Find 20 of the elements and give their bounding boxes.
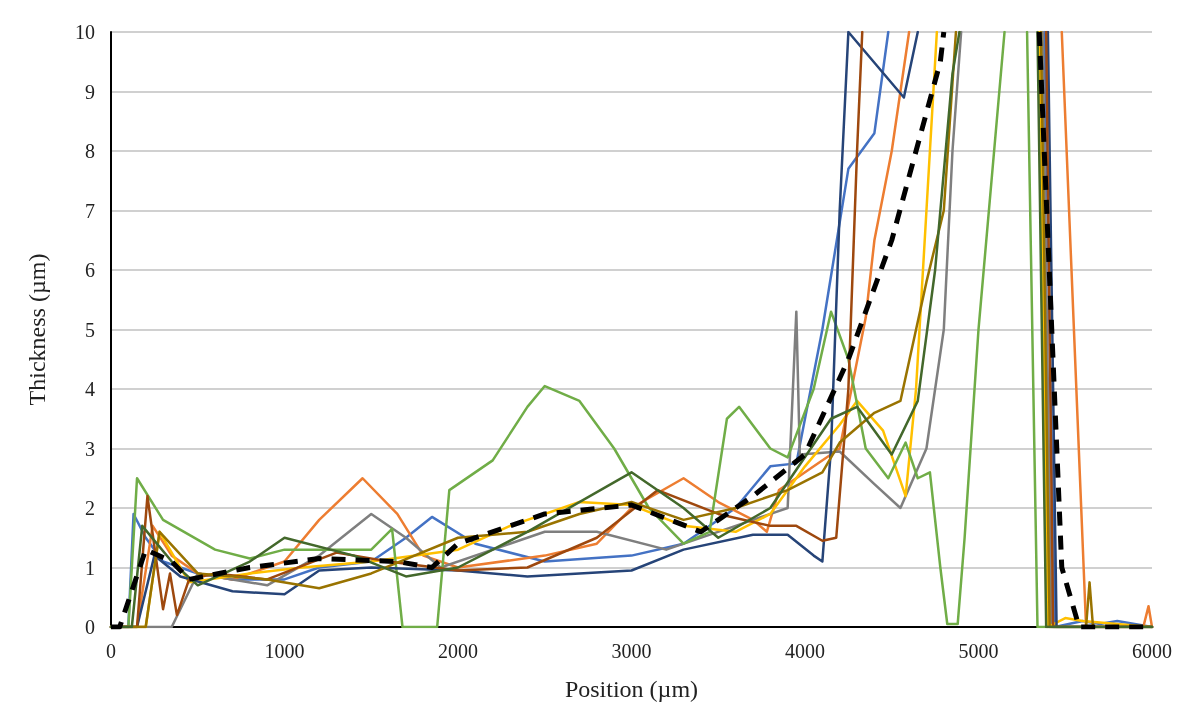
y-tick-label: 10 (75, 21, 95, 43)
y-tick-label: 5 (85, 318, 95, 341)
y-tick-label: 4 (85, 378, 95, 400)
y-tick-label: 9 (85, 80, 95, 103)
x-axis-title: Position (µm) (564, 676, 699, 702)
y-tick-label: 6 (85, 259, 95, 281)
x-tick-label: 2000 (438, 640, 478, 662)
x-tick-label: 1000 (264, 640, 305, 662)
x-tick-label: 5000 (958, 640, 999, 662)
y-tick-label: 8 (85, 140, 95, 162)
y-tick-label: 2 (85, 497, 95, 519)
y-tick-label: 1 (85, 556, 95, 579)
y-tick-label: 3 (85, 437, 95, 460)
y-tick-label: 7 (85, 199, 95, 222)
y-axis-title: Thickness (µm) (24, 253, 50, 406)
x-tick-label: 6000 (1132, 640, 1172, 662)
x-tick-label: 4000 (785, 640, 825, 662)
y-tick-label: 0 (85, 616, 95, 638)
x-tick-label: 3000 (611, 640, 652, 662)
x-tick-label: 0 (106, 640, 116, 662)
